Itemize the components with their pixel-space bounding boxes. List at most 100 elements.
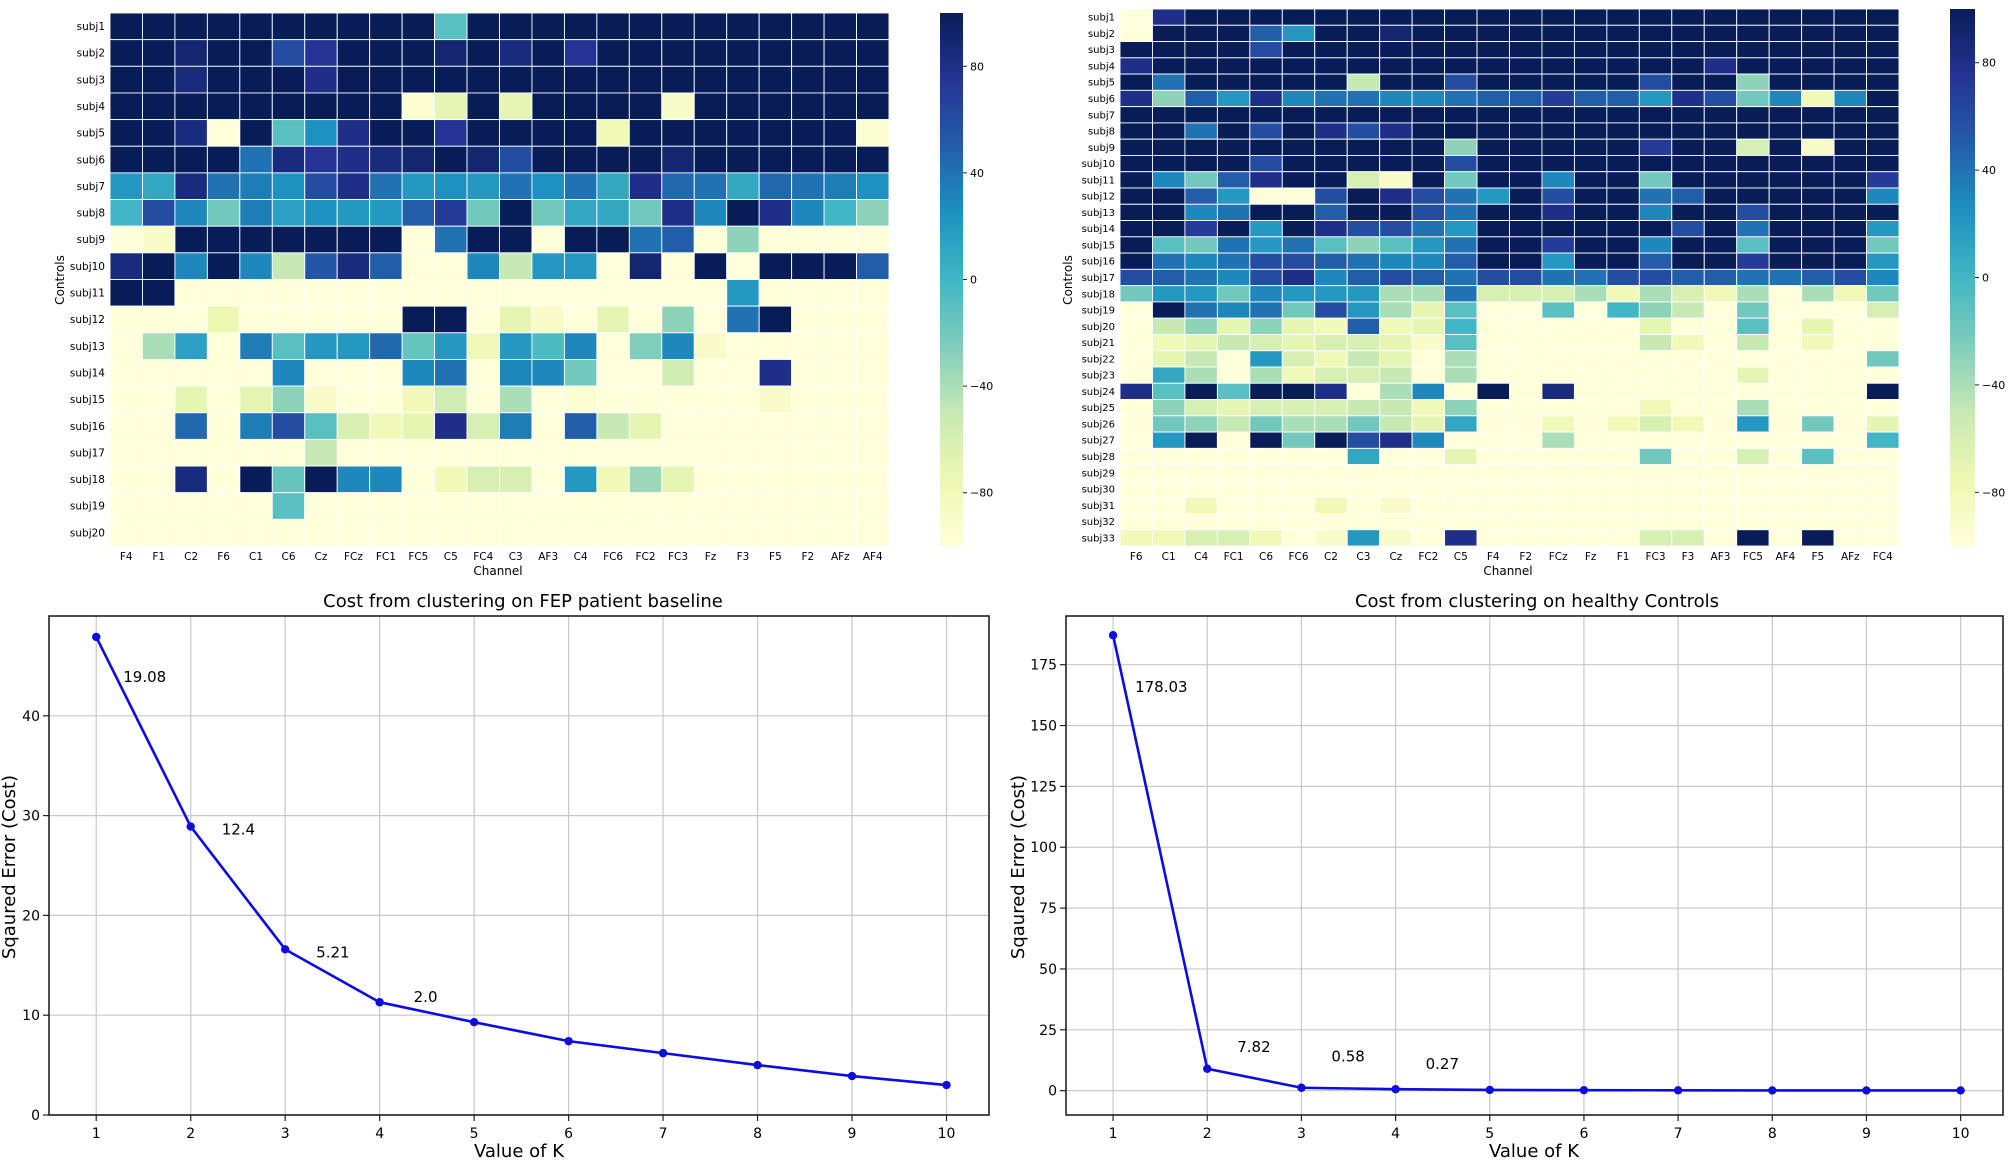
heatmap-column-label: C5 [1454, 551, 1468, 563]
heatmap-cell [1638, 187, 1673, 205]
heatmap-cell [174, 172, 208, 200]
heatmap-cell [1281, 285, 1316, 303]
heatmap-cell [1152, 301, 1186, 319]
heatmap-cell [1119, 154, 1153, 173]
heatmap-cell [1444, 89, 1478, 108]
heatmap-cell [1541, 24, 1575, 42]
heatmap-row-label: subj17 [70, 447, 105, 459]
heatmap-cell [661, 385, 695, 414]
heatmap-cell [1866, 431, 1900, 449]
heatmap-cell [369, 305, 403, 334]
heatmap-cell [1379, 220, 1413, 238]
heatmap-cell [1638, 8, 1673, 26]
heatmap-cell [1509, 73, 1543, 91]
heatmap-cell [1638, 301, 1673, 319]
heatmap-cell [563, 172, 598, 200]
heatmap-cell [693, 252, 728, 280]
heatmap-row-label: subj12 [70, 314, 105, 326]
heatmap-cell [1444, 8, 1478, 26]
heatmap-cell [1444, 415, 1478, 433]
x-tick-label: 6 [564, 1126, 573, 1142]
heatmap-cell [856, 518, 890, 547]
heatmap-column-label: FC6 [603, 551, 623, 563]
heatmap-cell [1541, 220, 1575, 238]
heatmap-cell [1249, 106, 1283, 124]
heatmap-cell [1476, 89, 1510, 108]
heatmap-cell [1184, 8, 1218, 26]
heatmap-cell [1768, 399, 1803, 417]
heatmap-cell [1216, 464, 1251, 482]
heatmap-cell [1833, 252, 1867, 270]
heatmap-cell [1509, 496, 1543, 514]
heatmap-cell [1573, 122, 1608, 140]
heatmap-cell [693, 492, 728, 520]
heatmap-cell [1541, 529, 1575, 547]
heatmap-cell [499, 279, 533, 307]
heatmap-cell [1638, 268, 1673, 287]
heatmap-column-label: C3 [509, 551, 523, 563]
heatmap-cell [1346, 8, 1381, 26]
heatmap-cell [1768, 447, 1803, 466]
heatmap-cell [174, 492, 208, 520]
heatmap-cell [1866, 8, 1900, 26]
heatmap-cell [1768, 8, 1803, 26]
heatmap-cell [693, 199, 728, 227]
heatmap-cell [531, 279, 565, 307]
heatmap-cell [499, 225, 533, 254]
heatmap-cell [369, 332, 403, 360]
heatmap-cell [239, 12, 273, 41]
heatmap-cell [1671, 317, 1705, 335]
heatmap-cell [1703, 431, 1738, 449]
heatmap-cell [109, 438, 143, 467]
heatmap-cell [563, 359, 598, 387]
heatmap-cell [1119, 399, 1153, 417]
heatmap-column-label: FCz [344, 551, 363, 563]
heatmap-cell [1833, 106, 1867, 124]
heatmap-column-label: FC1 [1224, 551, 1244, 563]
heatmap-row-label: subj18 [1082, 289, 1115, 300]
y-tick-label: 20 [22, 908, 40, 924]
heatmap-cell [401, 385, 436, 414]
heatmap-cell [434, 225, 468, 254]
heatmap-cell [1379, 57, 1413, 75]
heatmap-cell [1379, 138, 1413, 156]
heatmap-cell [499, 412, 533, 440]
heatmap-cell [1801, 8, 1835, 26]
heatmap-cell [1866, 480, 1900, 498]
heatmap-column-label: AF4 [863, 551, 883, 563]
heatmap-row-label: subj7 [77, 181, 105, 193]
heatmap-cell [1703, 203, 1738, 221]
heatmap-cell [1411, 480, 1446, 498]
heatmap-cell [726, 438, 760, 467]
heatmap-cell [1801, 73, 1835, 91]
heatmap-cell [1671, 89, 1705, 108]
heatmap-cell [661, 412, 695, 440]
heatmap-cell [1184, 220, 1218, 238]
heatmap-cell [271, 305, 306, 334]
heatmap-cell [499, 492, 533, 520]
heatmap-cell [434, 305, 468, 334]
heatmap-cell [1184, 382, 1218, 400]
heatmap-cell [563, 199, 598, 227]
heatmap-column-label: C1 [1162, 551, 1176, 563]
heatmap-cell [1444, 24, 1478, 42]
heatmap-cell [174, 305, 208, 334]
heatmap-cell [1379, 8, 1413, 26]
heatmap-cell [369, 199, 403, 227]
heatmap-cell [1152, 513, 1186, 531]
heatmap-cell [1768, 529, 1803, 547]
heatmap-cell [823, 92, 857, 121]
heatmap-cell [531, 145, 565, 174]
heatmap-cell [1801, 496, 1835, 514]
x-tick-label: 1 [1109, 1126, 1118, 1142]
heatmap-cell [1703, 415, 1738, 433]
heatmap-cell [1736, 464, 1770, 482]
heatmap-cell [1573, 203, 1608, 221]
heatmap-cell [1216, 106, 1251, 124]
heatmap-cell [693, 12, 728, 41]
heatmap-column-label: C1 [249, 551, 263, 563]
heatmap-cell [1346, 431, 1381, 449]
heatmap-cell [1638, 447, 1673, 466]
heatmap-cell [174, 465, 208, 494]
